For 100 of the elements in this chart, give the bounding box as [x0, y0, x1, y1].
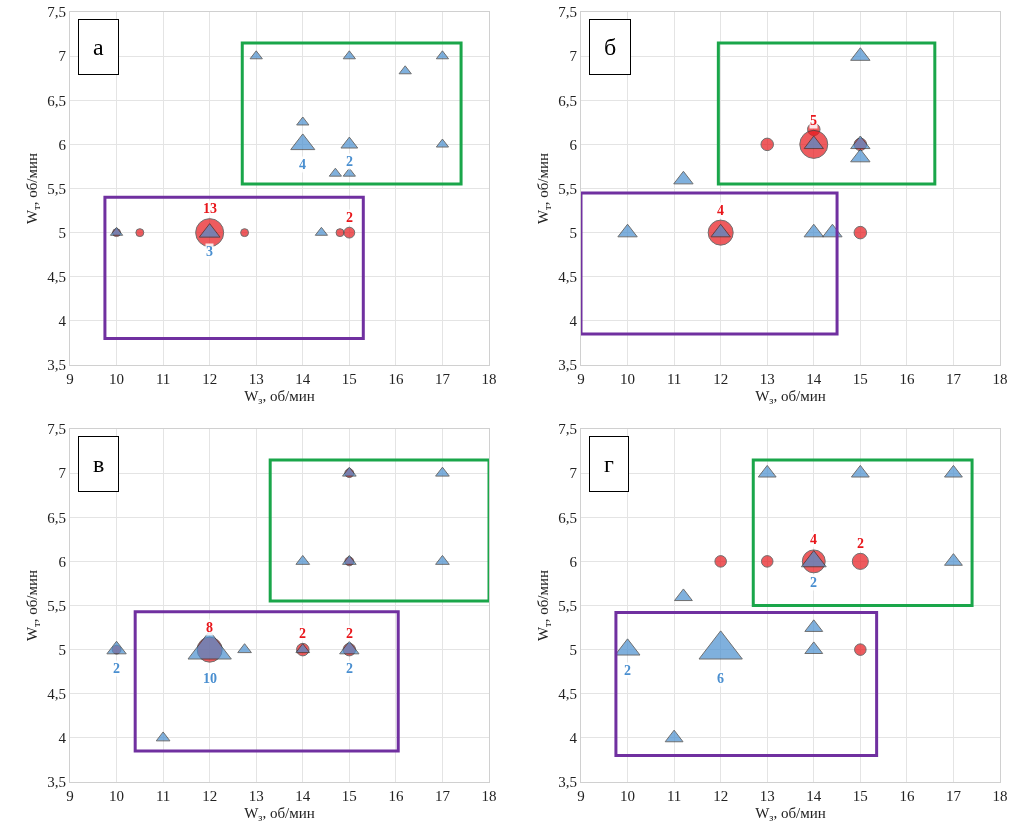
x-tick-label: 15: [341, 788, 357, 804]
y-tick-label: 7: [569, 48, 578, 65]
x-tick-label: 12: [713, 788, 729, 804]
annotation: 8: [206, 620, 213, 635]
y-tick-label: 4,5: [47, 686, 66, 702]
y-tick-label: 6: [569, 553, 578, 570]
x-tick-label: 15: [852, 371, 868, 387]
text: в: [93, 451, 105, 477]
x-tick-label: 9: [66, 788, 74, 804]
x-tick-label: 17: [434, 788, 451, 804]
y-tick-label: 7,5: [47, 4, 66, 21]
y-tick-label: 4: [569, 730, 578, 747]
x-tick-label: 14: [295, 788, 311, 804]
annotation: 3: [206, 244, 213, 259]
x-tick-label: 14: [806, 371, 822, 387]
y-tick-label: 6,5: [47, 509, 66, 526]
y-tick-label: 7: [569, 465, 578, 482]
x-tick-label: 10: [620, 371, 636, 387]
y-tick-label: 4,5: [47, 269, 66, 285]
annotation: 4: [299, 157, 306, 172]
x-tick-label: 17: [945, 788, 962, 804]
x-tick-label: 12: [202, 788, 218, 804]
x-tick-label: 18: [992, 371, 1008, 387]
y-tick-label: 4,5: [558, 686, 577, 702]
x-tick-label: 14: [295, 371, 311, 387]
y-tick-label: 3,5: [558, 357, 577, 374]
x-tick-label: 15: [852, 788, 868, 804]
x-tick-label: 17: [945, 371, 962, 387]
x-tick-label: 9: [577, 788, 585, 804]
x-tick-label: 12: [202, 371, 218, 387]
annotation: 4: [810, 532, 817, 547]
annotation: 2: [346, 210, 353, 225]
annotation: 2: [299, 626, 306, 641]
y-tick-label: 5,5: [47, 597, 66, 614]
x-tick-label: 18: [992, 788, 1008, 804]
y-tick-label: 5: [569, 641, 577, 658]
x-tick-label: 16: [899, 788, 915, 804]
x-tick-label: 16: [899, 371, 915, 387]
y-tick-label: 5,5: [558, 180, 577, 197]
y-tick-label: 5: [58, 641, 66, 658]
text: а: [93, 34, 104, 60]
y-tick-label: 3,5: [47, 357, 66, 374]
y-tick-label: 5: [58, 224, 66, 241]
annotation: 13: [203, 201, 217, 216]
y-tick-label: 6,5: [47, 92, 66, 109]
y-tick-label: 7,5: [558, 4, 577, 21]
x-tick-label: 10: [109, 788, 125, 804]
y-tick-label: 4: [58, 730, 67, 747]
x-tick-label: 17: [434, 371, 451, 387]
x-tick-label: 16: [388, 371, 404, 387]
x-axis-title: W$_{з}$, об/мин: [244, 388, 315, 407]
y-tick-label: 5,5: [47, 180, 66, 197]
x-tick-label: 13: [248, 788, 264, 804]
x-axis-title: W$_{з}$, об/мин: [244, 805, 315, 824]
x-tick-label: 14: [806, 788, 822, 804]
annotation: 2: [624, 663, 631, 678]
annotation: 2: [346, 154, 353, 169]
x-tick-label: 9: [66, 371, 74, 387]
y-tick-label: 7,5: [47, 421, 66, 438]
y-tick-label: 4: [58, 313, 67, 330]
annotation: 2: [810, 575, 817, 590]
x-tick-label: 13: [248, 371, 264, 387]
y-tick-label: 4,5: [558, 269, 577, 285]
annotation: 4: [717, 203, 724, 218]
y-tick-label: 4: [569, 313, 578, 330]
y-tick-label: 5: [569, 224, 577, 241]
annotation: 10: [203, 671, 217, 686]
y-tick-label: 6,5: [558, 92, 577, 109]
y-tick-label: 5,5: [558, 597, 577, 614]
x-tick-label: 11: [666, 788, 682, 804]
x-tick-label: 11: [666, 371, 682, 387]
annotation: 2: [113, 661, 120, 676]
x-tick-label: 16: [388, 788, 404, 804]
x-tick-label: 15: [341, 371, 357, 387]
y-tick-label: 6: [58, 136, 67, 153]
y-tick-label: 7,5: [558, 421, 577, 438]
y-tick-label: 6,5: [558, 509, 577, 526]
y-tick-label: 6: [569, 136, 578, 153]
y-tick-label: 7: [58, 48, 67, 65]
annotation: 2: [346, 661, 353, 676]
y-tick-label: 3,5: [558, 774, 577, 791]
x-tick-label: 13: [759, 371, 775, 387]
annotation: 5: [810, 113, 817, 128]
annotation: 6: [717, 671, 724, 686]
x-tick-label: 9: [577, 371, 585, 387]
x-tick-label: 11: [155, 371, 171, 387]
text: г: [604, 451, 614, 477]
text: б: [604, 34, 617, 60]
y-tick-label: 3,5: [47, 774, 66, 791]
x-tick-label: 12: [713, 371, 729, 387]
x-tick-label: 11: [155, 788, 171, 804]
x-tick-label: 18: [481, 788, 497, 804]
x-tick-label: 13: [759, 788, 775, 804]
y-tick-label: 6: [58, 553, 67, 570]
x-axis-title: W$_{з}$, об/мин: [755, 388, 826, 407]
annotation: 2: [346, 626, 353, 641]
y-tick-label: 7: [58, 465, 67, 482]
annotation: 2: [857, 536, 864, 551]
x-tick-label: 10: [620, 788, 636, 804]
x-tick-label: 10: [109, 371, 125, 387]
